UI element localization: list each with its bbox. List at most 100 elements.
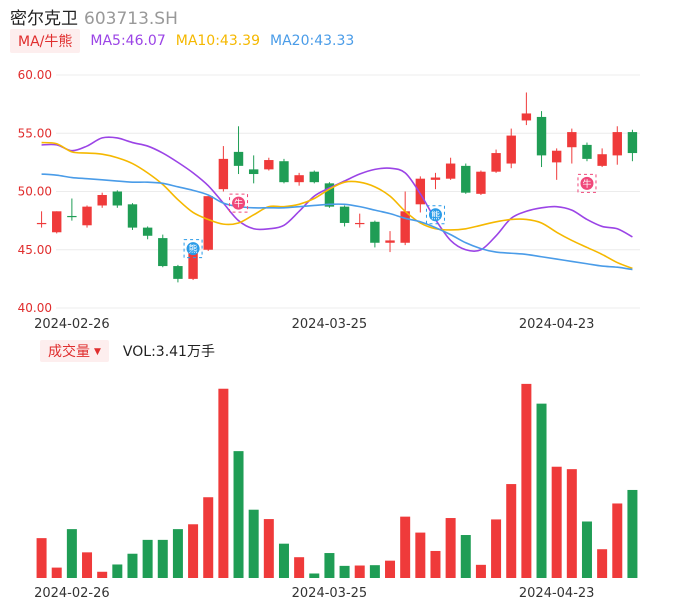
candle-body — [415, 178, 426, 205]
volume-bar — [339, 565, 350, 578]
y-tick-label: 55.00 — [18, 126, 52, 140]
candle-body — [400, 211, 410, 243]
volume-bar — [82, 552, 93, 578]
candle-body — [461, 165, 471, 193]
volume-bar — [400, 516, 411, 578]
bull-bear-markers: 熊 牛熊 牛 — [183, 173, 597, 259]
x-tick-label: 2024-03-25 — [292, 586, 368, 601]
volume-bar — [415, 532, 426, 578]
volume-bar — [566, 469, 577, 578]
bull-marker-icon: 牛 — [229, 193, 249, 213]
volume-bar — [430, 550, 441, 578]
volume-bar — [385, 560, 396, 578]
volume-legend: 成交量 ▼ VOL:3.41万手 — [40, 340, 215, 362]
stock-name: 密尔克卫 — [10, 9, 78, 29]
volume-x-axis: 2024-02-26 2024-03-25 2024-04-23 — [34, 586, 594, 601]
candle-body — [188, 248, 198, 279]
candle-body — [82, 206, 92, 226]
marker-glyph: 熊 — [189, 243, 198, 255]
volume-bar — [157, 539, 168, 578]
caret-down-icon: ▼ — [94, 347, 101, 357]
candle-body — [248, 169, 259, 175]
marker-glyph: 熊 — [431, 209, 440, 221]
moving-average-lines — [41, 136, 633, 271]
candle-body — [491, 153, 501, 172]
candle-body — [339, 206, 350, 223]
price-grid — [56, 74, 640, 309]
candle-body — [97, 194, 107, 206]
volume-bar — [597, 549, 608, 578]
volume-bar — [97, 571, 108, 578]
candle-body — [536, 116, 547, 156]
candle-body — [445, 163, 456, 179]
candle-body — [279, 161, 289, 183]
ma10-legend: MA10:43.39 — [175, 33, 261, 49]
x-tick-label: 2024-04-23 — [519, 317, 595, 332]
candle-body — [476, 171, 486, 194]
volume-value: VOL:3.41万手 — [122, 344, 215, 360]
x-tick-label: 2024-02-26 — [34, 317, 110, 332]
candle-body — [233, 151, 244, 166]
ma-indicator-toggle[interactable]: MA/牛熊 — [10, 29, 81, 53]
volume-indicator-label: 成交量 — [48, 344, 90, 360]
candle-body — [521, 113, 532, 121]
price-x-axis: 2024-02-26 2024-03-25 2024-04-23 — [34, 317, 594, 332]
marker-glyph: 牛 — [582, 178, 591, 190]
candle-body — [506, 135, 516, 164]
ma10-line — [41, 141, 633, 270]
candle-body — [264, 160, 274, 170]
volume-bar — [581, 521, 592, 578]
marker-frame — [183, 239, 203, 259]
candle-body — [324, 183, 335, 207]
y-tick-label: 60.00 — [18, 68, 52, 82]
candle-body — [142, 227, 153, 236]
y-tick-label: 50.00 — [18, 185, 52, 199]
volume-bar — [369, 565, 380, 578]
marker-frame — [577, 173, 597, 193]
y-tick-label: 45.00 — [18, 243, 52, 257]
volume-bar — [233, 451, 244, 578]
volume-bar — [172, 529, 183, 578]
x-tick-label: 2024-04-23 — [519, 586, 595, 601]
candle-body — [627, 132, 638, 154]
volume-indicator-dropdown[interactable]: 成交量 ▼ — [40, 340, 109, 362]
volume-bar — [188, 524, 199, 578]
volume-bar — [460, 535, 471, 578]
volume-bar — [36, 538, 47, 578]
candle-body — [551, 150, 562, 163]
candle-body — [430, 177, 441, 180]
candle-body — [294, 175, 304, 183]
y-tick-label: 40.00 — [18, 301, 52, 315]
candle-body — [370, 221, 380, 243]
volume-bars — [36, 383, 638, 578]
volume-bar — [66, 529, 77, 578]
volume-bar — [627, 489, 638, 578]
candle-body — [582, 144, 592, 159]
volume-bar — [248, 509, 259, 578]
volume-bar — [354, 565, 365, 578]
stock-code: 603713.SH — [84, 9, 178, 29]
candle-body — [173, 266, 183, 279]
candle-body — [127, 204, 138, 228]
ma-legend: MA/牛熊 MA5:46.07 MA10:43.39 MA20:43.33 — [10, 29, 354, 53]
volume-bar — [506, 484, 517, 578]
candle-body — [385, 240, 395, 243]
stock-header: 密尔克卫 603713.SH — [10, 4, 178, 29]
volume-bar — [551, 466, 562, 578]
bull-marker-icon: 牛 — [577, 173, 597, 193]
x-tick-label: 2024-03-25 — [292, 317, 368, 332]
ma20-line — [41, 173, 633, 271]
candle-body — [597, 154, 607, 166]
candle-body — [112, 191, 123, 206]
marker-dot — [580, 176, 594, 190]
bear-marker-icon: 熊 — [425, 205, 445, 225]
candle-body — [36, 222, 47, 225]
volume-bar — [309, 573, 320, 578]
volume-bar — [445, 518, 456, 578]
x-tick-label: 2024-02-26 — [34, 586, 110, 601]
marker-dot — [232, 196, 246, 210]
marker-dot — [186, 242, 200, 256]
marker-frame — [229, 193, 249, 213]
candlesticks — [36, 92, 638, 283]
